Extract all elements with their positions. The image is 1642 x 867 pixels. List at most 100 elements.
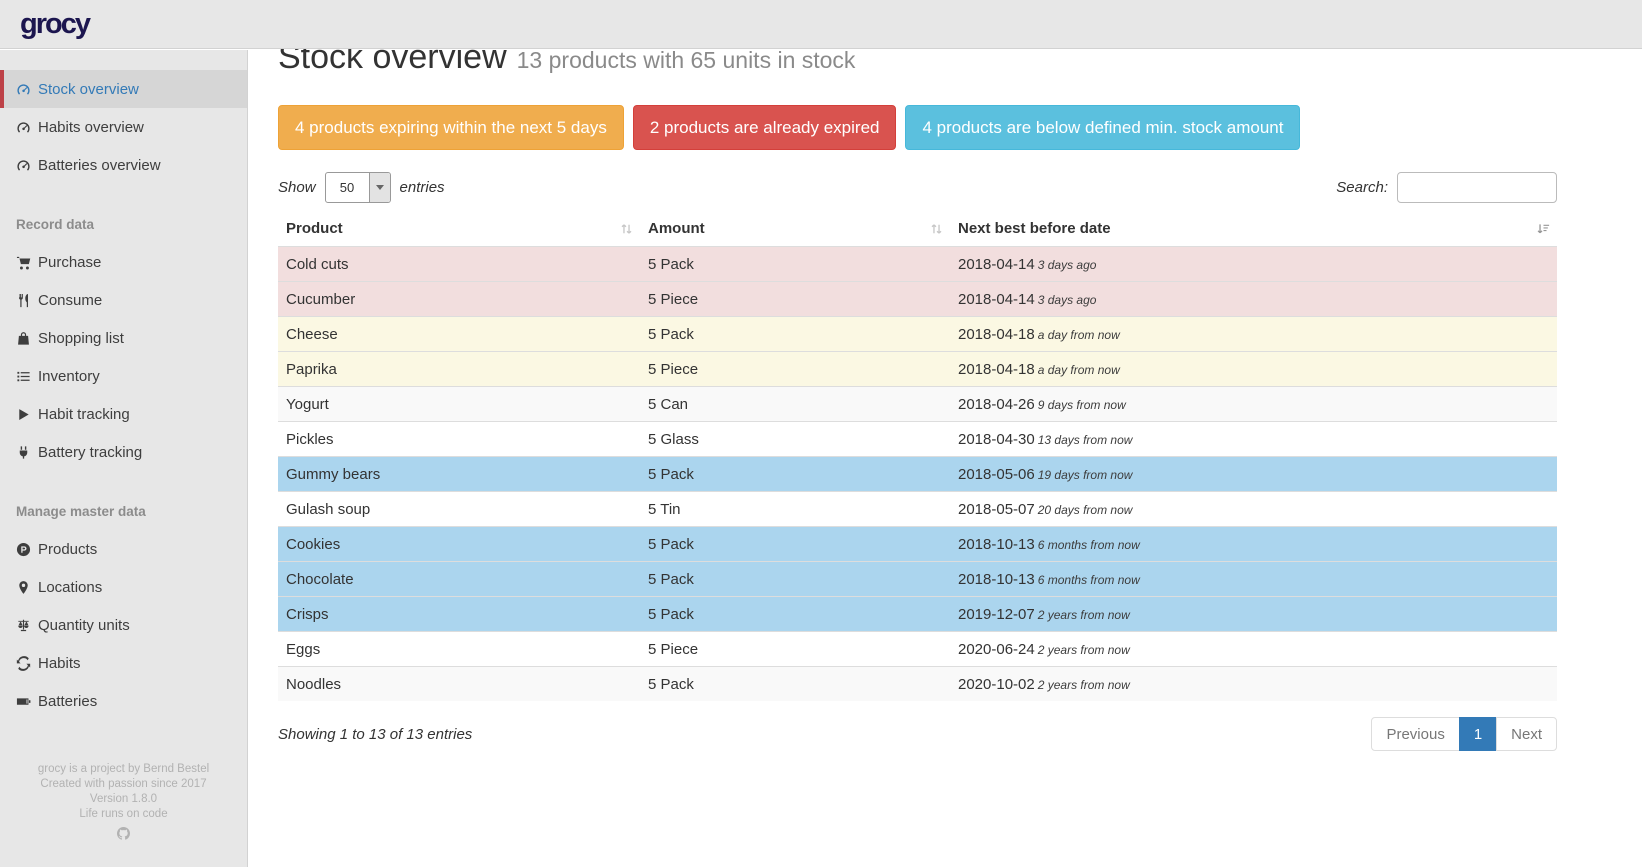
- relative-time-text: 6 months from now: [1037, 537, 1140, 552]
- sidebar-item-label: Locations: [38, 578, 103, 596]
- cell-product: Eggs: [278, 631, 640, 667]
- cell-amount: 5 Pack: [640, 526, 950, 562]
- plug-icon: [16, 444, 38, 460]
- sort-amount-asc-icon: [1536, 221, 1551, 236]
- pagination-1[interactable]: 1: [1458, 717, 1498, 751]
- sidebar-item-habit-tracking[interactable]: Habit tracking: [0, 395, 247, 433]
- relative-time-text: 2 years from now: [1037, 642, 1130, 657]
- cell-product: Cold cuts: [286, 255, 349, 273]
- cell-product: Chocolate: [278, 561, 640, 597]
- table-row-gulash-soup[interactable]: Gulash soup 5 Tin 2018-05-07 20 days from n…: [278, 491, 1557, 527]
- cell-best-before-date: 2020-10-02 2 years from now: [950, 666, 1557, 701]
- alert-button-1[interactable]: 4 products expiring within the next 5 da…: [278, 105, 624, 150]
- show-label: Show: [278, 179, 316, 196]
- github-icon[interactable]: [0, 827, 247, 845]
- relative-time-text: 2 years from now: [1037, 607, 1130, 622]
- alert-button-2[interactable]: 2 products are already expired: [632, 105, 897, 150]
- table-row-yogurt[interactable]: Yogurt 5 Can 2018-04-26 9 days from now: [278, 386, 1557, 422]
- relative-time-text: 6 months from now: [1037, 572, 1140, 587]
- show-entries-control: Show 50 entries: [278, 172, 445, 203]
- list-icon: [16, 368, 38, 384]
- alert-button-3[interactable]: 4 products are below defined min. stock …: [905, 105, 1301, 150]
- relative-time-text: 19 days from now: [1037, 467, 1133, 482]
- cell-amount: 5 Pack: [640, 666, 950, 701]
- sidebar-item-locations[interactable]: Locations: [0, 568, 247, 606]
- column-header-label: Next best before date: [958, 220, 1111, 237]
- cell-best-before-date: 2018-10-13 6 months from now: [950, 526, 1557, 562]
- table-row-paprika[interactable]: Paprika 5 Piece 2018-04-18 a day from now: [278, 351, 1557, 387]
- entries-label: entries: [399, 179, 445, 196]
- sidebar-footer: grocy is a project by Bernd Bestel Create…: [0, 762, 247, 845]
- cell-best-before-date: 2018-04-14 3 days ago: [950, 281, 1557, 317]
- shopping-bag-icon: [16, 330, 38, 346]
- cell-best-before-date: 2018-04-14 3 days ago: [958, 255, 1097, 273]
- sidebar-section-record-data: Record data: [16, 216, 95, 232]
- stock-table: Product Amount Next best before date Cold …: [278, 211, 1557, 701]
- cell-product: Gulash soup: [278, 491, 640, 527]
- search-label: Search:: [1336, 179, 1388, 196]
- relative-time-text: a day from now: [1037, 362, 1120, 377]
- alert-buttons-row: 4 products expiring within the next 5 da…: [278, 105, 1557, 150]
- sidebar-item-batteries[interactable]: Batteries: [0, 682, 247, 720]
- table-row-chocolate[interactable]: Chocolate 5 Pack 2018-10-13 6 months from n…: [278, 561, 1557, 597]
- sidebar-item-consume[interactable]: Consume: [0, 281, 247, 319]
- sidebar-item-label: Battery tracking: [38, 443, 143, 461]
- map-marker-icon: [16, 579, 38, 595]
- balance-scale-icon: [16, 617, 38, 633]
- table-row-cookies[interactable]: Cookies 5 Pack 2018-10-13 6 months from now: [278, 526, 1557, 562]
- showing-entries-text: Showing 1 to 13 of 13 entries: [278, 725, 473, 743]
- entries-select[interactable]: 50: [324, 172, 391, 203]
- sidebar-item-stock-overview[interactable]: Stock overview: [0, 70, 247, 108]
- battery-icon: [16, 693, 38, 709]
- search-input[interactable]: [1397, 172, 1557, 203]
- sidebar-item-label: Batteries overview: [38, 156, 161, 174]
- table-row-pickles[interactable]: Pickles 5 Glass 2018-04-30 13 days from now: [278, 421, 1557, 457]
- table-row-crisps[interactable]: Crisps 5 Pack 2019-12-07 2 years from now: [278, 596, 1557, 632]
- sidebar-item-label: Consume: [38, 291, 103, 309]
- sidebar-item-shopping-list[interactable]: Shopping list: [0, 319, 247, 357]
- sidebar-item-habits-overview[interactable]: Habits overview: [0, 108, 247, 146]
- relative-time-text: 2 years from now: [1037, 677, 1130, 692]
- pagination-previous[interactable]: Previous: [1371, 717, 1460, 751]
- cell-product: Noodles: [278, 666, 640, 701]
- column-header-product[interactable]: Product: [278, 211, 640, 247]
- table-row-cold-cuts[interactable]: Cold cuts 5 Pack 2018-04-14 3 days ago: [278, 246, 1557, 282]
- table-controls: Show 50 entries Search:: [278, 172, 1557, 203]
- pagination-next[interactable]: Next: [1496, 717, 1557, 751]
- relative-time-text: 13 days from now: [1037, 432, 1133, 447]
- relative-time-text: 3 days ago: [1037, 257, 1097, 272]
- table-row-noodles[interactable]: Noodles 5 Pack 2020-10-02 2 years from now: [278, 666, 1557, 701]
- cell-product: Cookies: [278, 526, 640, 562]
- main-content: Stock overview 13 products with 65 units…: [249, 0, 1642, 751]
- column-header-amount[interactable]: Amount: [640, 211, 950, 247]
- column-header-next-best-before-date[interactable]: Next best before date: [950, 211, 1557, 247]
- cell-amount: 5 Pack: [640, 456, 950, 492]
- page-subtitle: 13 products with 65 units in stock: [516, 47, 856, 73]
- table-row-cucumber[interactable]: Cucumber 5 Piece 2018-04-14 3 days ago: [278, 281, 1557, 317]
- column-header-label: Amount: [648, 220, 705, 237]
- table-row-gummy-bears[interactable]: Gummy bears 5 Pack 2018-05-06 19 days from …: [278, 456, 1557, 492]
- cell-product: Paprika: [278, 351, 640, 387]
- sidebar-item-batteries-overview[interactable]: Batteries overview: [0, 146, 247, 184]
- sidebar-item-products[interactable]: Products: [0, 530, 247, 568]
- sidebar-item-quantity-units[interactable]: Quantity units: [0, 606, 247, 644]
- cell-best-before-date: 2018-04-18 a day from now: [950, 351, 1557, 387]
- cell-product: Cucumber: [278, 281, 640, 317]
- sidebar-footer-line: Created with passion since 2017: [40, 778, 207, 790]
- cell-product: Pickles: [278, 421, 640, 457]
- cell-best-before-date: 2019-12-07 2 years from now: [950, 596, 1557, 632]
- sidebar-item-label: Inventory: [38, 367, 100, 385]
- sidebar-item-label: Purchase: [38, 253, 102, 271]
- sidebar-item-habits[interactable]: Habits: [0, 644, 247, 682]
- table-row-cheese[interactable]: Cheese 5 Pack 2018-04-18 a day from now: [278, 316, 1557, 352]
- cell-product: Crisps: [278, 596, 640, 632]
- gauge-icon: [16, 157, 38, 173]
- sidebar-item-inventory[interactable]: Inventory: [0, 357, 247, 395]
- cell-best-before-date: 2018-04-30 13 days from now: [950, 421, 1557, 457]
- cell-amount: 5 Can: [640, 386, 950, 422]
- play-icon: [16, 406, 38, 422]
- table-row-eggs[interactable]: Eggs 5 Piece 2020-06-24 2 years from now: [278, 631, 1557, 667]
- sidebar-item-battery-tracking[interactable]: Battery tracking: [0, 433, 247, 471]
- sidebar-item-purchase[interactable]: Purchase: [0, 243, 247, 281]
- sync-icon: [16, 655, 38, 671]
